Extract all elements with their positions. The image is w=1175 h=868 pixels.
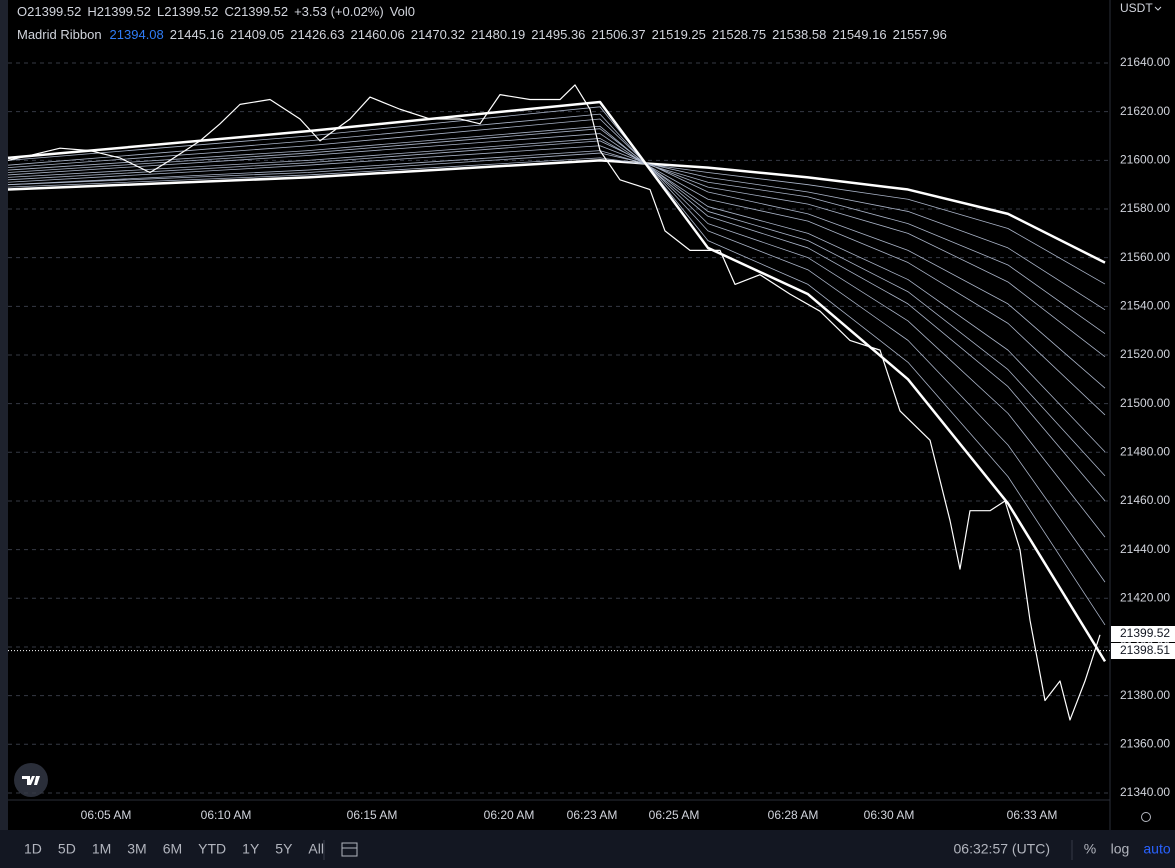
x-tick-label: 06:30 AM <box>864 808 915 822</box>
indicator-value: 21394.08 <box>110 27 164 42</box>
volume-value: 0 <box>408 4 415 19</box>
indicator-value: 21480.19 <box>471 27 525 42</box>
ohlc-value: 21399.52 <box>97 4 151 19</box>
range-button[interactable]: YTD <box>198 841 226 857</box>
x-tick-label: 06:25 AM <box>649 808 700 822</box>
x-tick-label: 06:05 AM <box>81 808 132 822</box>
ribbon-line <box>7 152 1106 311</box>
volume-key: Vol <box>390 4 408 19</box>
range-button[interactable]: All <box>308 841 324 857</box>
indicator-value: 21470.32 <box>411 27 465 42</box>
left-strip <box>0 0 8 868</box>
y-tick-label: 21340.00 <box>1120 785 1170 799</box>
auto-toggle[interactable]: auto <box>1143 841 1170 857</box>
ohlc-header: O21399.52 H21399.52 L21399.52 C21399.52 +3.5… <box>17 4 415 19</box>
ohlc-value: 21399.52 <box>27 4 81 19</box>
y-tick-label: 21640.00 <box>1120 55 1170 69</box>
ribbon-line <box>7 157 1106 285</box>
x-tick-label: 06:15 AM <box>347 808 398 822</box>
y-tick-label: 21560.00 <box>1120 250 1170 264</box>
ribbon-line <box>7 106 1106 626</box>
percent-toggle[interactable]: % <box>1084 841 1096 857</box>
ribbon-line <box>7 150 1106 335</box>
price-label: 21398.51 <box>1120 643 1170 657</box>
ohlc-key: O <box>17 4 27 19</box>
x-tick-label: 06:23 AM <box>567 808 618 822</box>
toolbar-bg <box>0 830 1175 868</box>
y-tick-label: 21500.00 <box>1120 396 1170 410</box>
indicator-value: 21538.58 <box>772 27 826 42</box>
range-button[interactable]: 5Y <box>275 841 293 857</box>
currency[interactable]: USDT <box>1120 1 1153 15</box>
ribbon-line <box>7 100 1107 663</box>
date-range-icon[interactable] <box>341 842 358 857</box>
y-tick-label: 21540.00 <box>1120 298 1170 312</box>
range-button[interactable]: 5D <box>58 841 76 857</box>
indicator-value: 21557.96 <box>893 27 947 42</box>
ribbon-line <box>7 128 1106 477</box>
y-tick-label: 21580.00 <box>1120 201 1170 215</box>
settings-icon[interactable] <box>1141 812 1151 822</box>
clock: 06:32:57 (UTC) <box>954 841 1050 857</box>
y-tick-label: 21480.00 <box>1120 444 1170 458</box>
ohlc-value: 21399.52 <box>234 4 288 19</box>
indicator-value: 21426.63 <box>290 27 344 42</box>
ribbon-line <box>7 140 1106 389</box>
x-tick-label: 06:28 AM <box>768 808 819 822</box>
y-tick-label: 21520.00 <box>1120 347 1170 361</box>
indicator-value: 21495.36 <box>531 27 585 42</box>
currency-caret <box>1154 6 1162 11</box>
price-line <box>7 84 1101 721</box>
indicator-value: 21549.16 <box>832 27 886 42</box>
ribbon-line <box>7 125 1106 502</box>
y-tick-label: 21440.00 <box>1120 542 1170 556</box>
indicator-value: 21445.16 <box>170 27 224 42</box>
ohlc-key: C <box>224 4 233 19</box>
range-button[interactable]: 1D <box>24 841 42 857</box>
ohlc-key: H <box>87 4 96 19</box>
y-tick-label: 21380.00 <box>1120 688 1170 702</box>
price-label-bg <box>1111 643 1175 659</box>
price-label-bg <box>1111 626 1175 642</box>
range-button[interactable]: 1Y <box>242 841 260 857</box>
logo-mark <box>22 776 40 785</box>
indicator-value: 21528.75 <box>712 27 766 42</box>
ribbon-line <box>7 118 1106 538</box>
y-tick-label: 21360.00 <box>1120 736 1170 750</box>
change: +3.53 (+0.02%) <box>294 4 384 19</box>
range-button[interactable]: 3M <box>127 841 146 857</box>
y-tick-label: 21420.00 <box>1120 590 1170 604</box>
y-tick-label: 21460.00 <box>1120 493 1170 507</box>
indicator-name: Madrid Ribbon <box>17 27 102 42</box>
indicator-legend: Madrid Ribbon 21394.08 21445.16 21409.05 214… <box>17 27 947 42</box>
x-tick-label: 06:20 AM <box>484 808 535 822</box>
y-tick-label: 21600.00 <box>1120 153 1170 167</box>
indicator-value: 21460.06 <box>350 27 404 42</box>
ohlc-value: 21399.52 <box>164 4 218 19</box>
price-label: 21399.52 <box>1120 626 1170 640</box>
range-button[interactable]: 6M <box>163 841 182 857</box>
indicator-value: 21506.37 <box>591 27 645 42</box>
x-tick-label: 06:33 AM <box>1007 808 1058 822</box>
range-button[interactable]: 1M <box>92 841 111 857</box>
ohlc-key: L <box>157 4 164 19</box>
indicator-value: 21409.05 <box>230 27 284 42</box>
ribbon-line <box>7 133 1106 453</box>
ribbon-line <box>7 138 1106 416</box>
x-tick-label: 06:10 AM <box>201 808 252 822</box>
indicator-value: 21519.25 <box>652 27 706 42</box>
log-toggle[interactable]: log <box>1111 841 1130 857</box>
y-tick-label: 21620.00 <box>1120 104 1170 118</box>
ribbon-line <box>7 145 1106 358</box>
ribbon-line <box>7 159 1106 264</box>
ribbon-line <box>7 113 1106 583</box>
